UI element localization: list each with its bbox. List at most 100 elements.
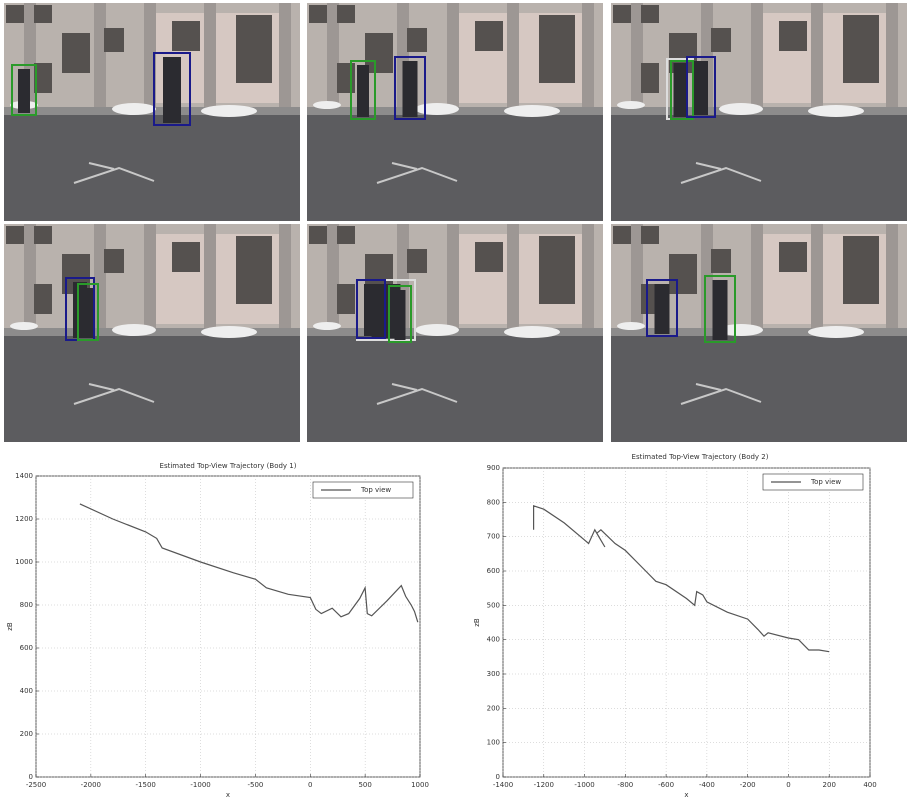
pillar bbox=[279, 224, 291, 332]
x-tick-label: -600 bbox=[658, 781, 674, 789]
window bbox=[711, 249, 731, 273]
x-tick-label: 400 bbox=[863, 781, 876, 789]
y-tick-label: 600 bbox=[487, 567, 500, 575]
photo bbox=[307, 3, 603, 221]
snow bbox=[504, 105, 560, 117]
road bbox=[307, 115, 603, 221]
window bbox=[641, 226, 659, 244]
pillar bbox=[811, 224, 823, 332]
pillar bbox=[204, 3, 216, 111]
x-tick-label: -1000 bbox=[574, 781, 594, 789]
pillar bbox=[447, 224, 459, 332]
person bbox=[713, 280, 728, 340]
snow bbox=[415, 324, 459, 336]
x-tick-label: -200 bbox=[740, 781, 756, 789]
pillar bbox=[447, 3, 459, 111]
window bbox=[62, 33, 90, 73]
window bbox=[641, 63, 659, 93]
legend-label: Top view bbox=[360, 486, 391, 494]
x-tick-label: -2500 bbox=[26, 781, 46, 789]
window bbox=[779, 21, 807, 51]
y-tick-label: 100 bbox=[487, 739, 500, 747]
x-tick-label: -1400 bbox=[493, 781, 513, 789]
window bbox=[613, 5, 631, 23]
pillar bbox=[751, 224, 763, 332]
window bbox=[539, 236, 575, 304]
x-tick-label: -500 bbox=[247, 781, 263, 789]
y-tick-label: 400 bbox=[20, 687, 33, 695]
y-tick-label: 1000 bbox=[15, 558, 33, 566]
window bbox=[407, 249, 427, 273]
x-tick-label: -1500 bbox=[136, 781, 156, 789]
y-tick-label: 1200 bbox=[15, 515, 33, 523]
x-tick-label: 200 bbox=[823, 781, 836, 789]
window bbox=[669, 254, 697, 294]
road bbox=[4, 336, 300, 442]
legend-label: Top view bbox=[810, 478, 841, 486]
window bbox=[309, 5, 327, 23]
y-tick-label: 800 bbox=[487, 498, 500, 506]
photo bbox=[307, 224, 603, 442]
y-tick-label: 0 bbox=[496, 773, 500, 781]
person bbox=[364, 284, 378, 336]
person bbox=[677, 65, 688, 117]
person bbox=[395, 290, 406, 340]
window bbox=[236, 15, 272, 83]
person bbox=[403, 61, 418, 117]
snow bbox=[504, 326, 560, 338]
window bbox=[641, 5, 659, 23]
window bbox=[475, 21, 503, 51]
window bbox=[475, 242, 503, 272]
pillar bbox=[144, 224, 156, 332]
y-tick-label: 1400 bbox=[15, 472, 33, 480]
snow bbox=[808, 326, 864, 338]
y-tick-label: 900 bbox=[487, 464, 500, 472]
window bbox=[104, 249, 124, 273]
y-tick-label: 200 bbox=[487, 704, 500, 712]
photo bbox=[611, 3, 907, 221]
window bbox=[34, 5, 52, 23]
pillar bbox=[204, 224, 216, 332]
x-tick-label: -2000 bbox=[81, 781, 101, 789]
pillar bbox=[279, 3, 291, 111]
snow bbox=[617, 101, 645, 109]
y-tick-label: 400 bbox=[487, 636, 500, 644]
y-tick-label: 700 bbox=[487, 533, 500, 541]
x-tick-label: 0 bbox=[786, 781, 790, 789]
window bbox=[711, 28, 731, 52]
window bbox=[309, 226, 327, 244]
pillar bbox=[94, 3, 106, 111]
x-tick-label: 1000 bbox=[411, 781, 429, 789]
snow bbox=[313, 322, 341, 330]
y-tick-label: 200 bbox=[20, 730, 33, 738]
photo bbox=[611, 224, 907, 442]
y-tick-label: 300 bbox=[487, 670, 500, 678]
figure: -2500 -2000 -1500 -1000 -500 0 500 1000 0 200 400 6… bbox=[0, 0, 908, 801]
x-tick-label: -400 bbox=[699, 781, 715, 789]
photo bbox=[4, 224, 300, 442]
person bbox=[694, 61, 708, 115]
pillar bbox=[751, 3, 763, 111]
window bbox=[779, 242, 807, 272]
window bbox=[34, 226, 52, 244]
x-axis-label: x bbox=[684, 791, 688, 799]
window bbox=[407, 28, 427, 52]
window bbox=[6, 5, 24, 23]
snow bbox=[112, 324, 156, 336]
x-tick-label: 500 bbox=[358, 781, 371, 789]
road bbox=[307, 336, 603, 442]
y-tick-label: 800 bbox=[20, 601, 33, 609]
snow bbox=[201, 105, 257, 117]
pillar bbox=[507, 224, 519, 332]
road bbox=[611, 336, 907, 442]
road bbox=[4, 115, 300, 221]
pillar bbox=[811, 3, 823, 111]
snow bbox=[112, 103, 156, 115]
pillar bbox=[701, 224, 713, 332]
person bbox=[18, 69, 30, 113]
window bbox=[337, 5, 355, 23]
chart-title: Estimated Top-View Trajectory (Body 2) bbox=[632, 453, 769, 461]
chart-title: Estimated Top-View Trajectory (Body 1) bbox=[160, 462, 297, 470]
window bbox=[34, 284, 52, 314]
person bbox=[163, 57, 181, 123]
